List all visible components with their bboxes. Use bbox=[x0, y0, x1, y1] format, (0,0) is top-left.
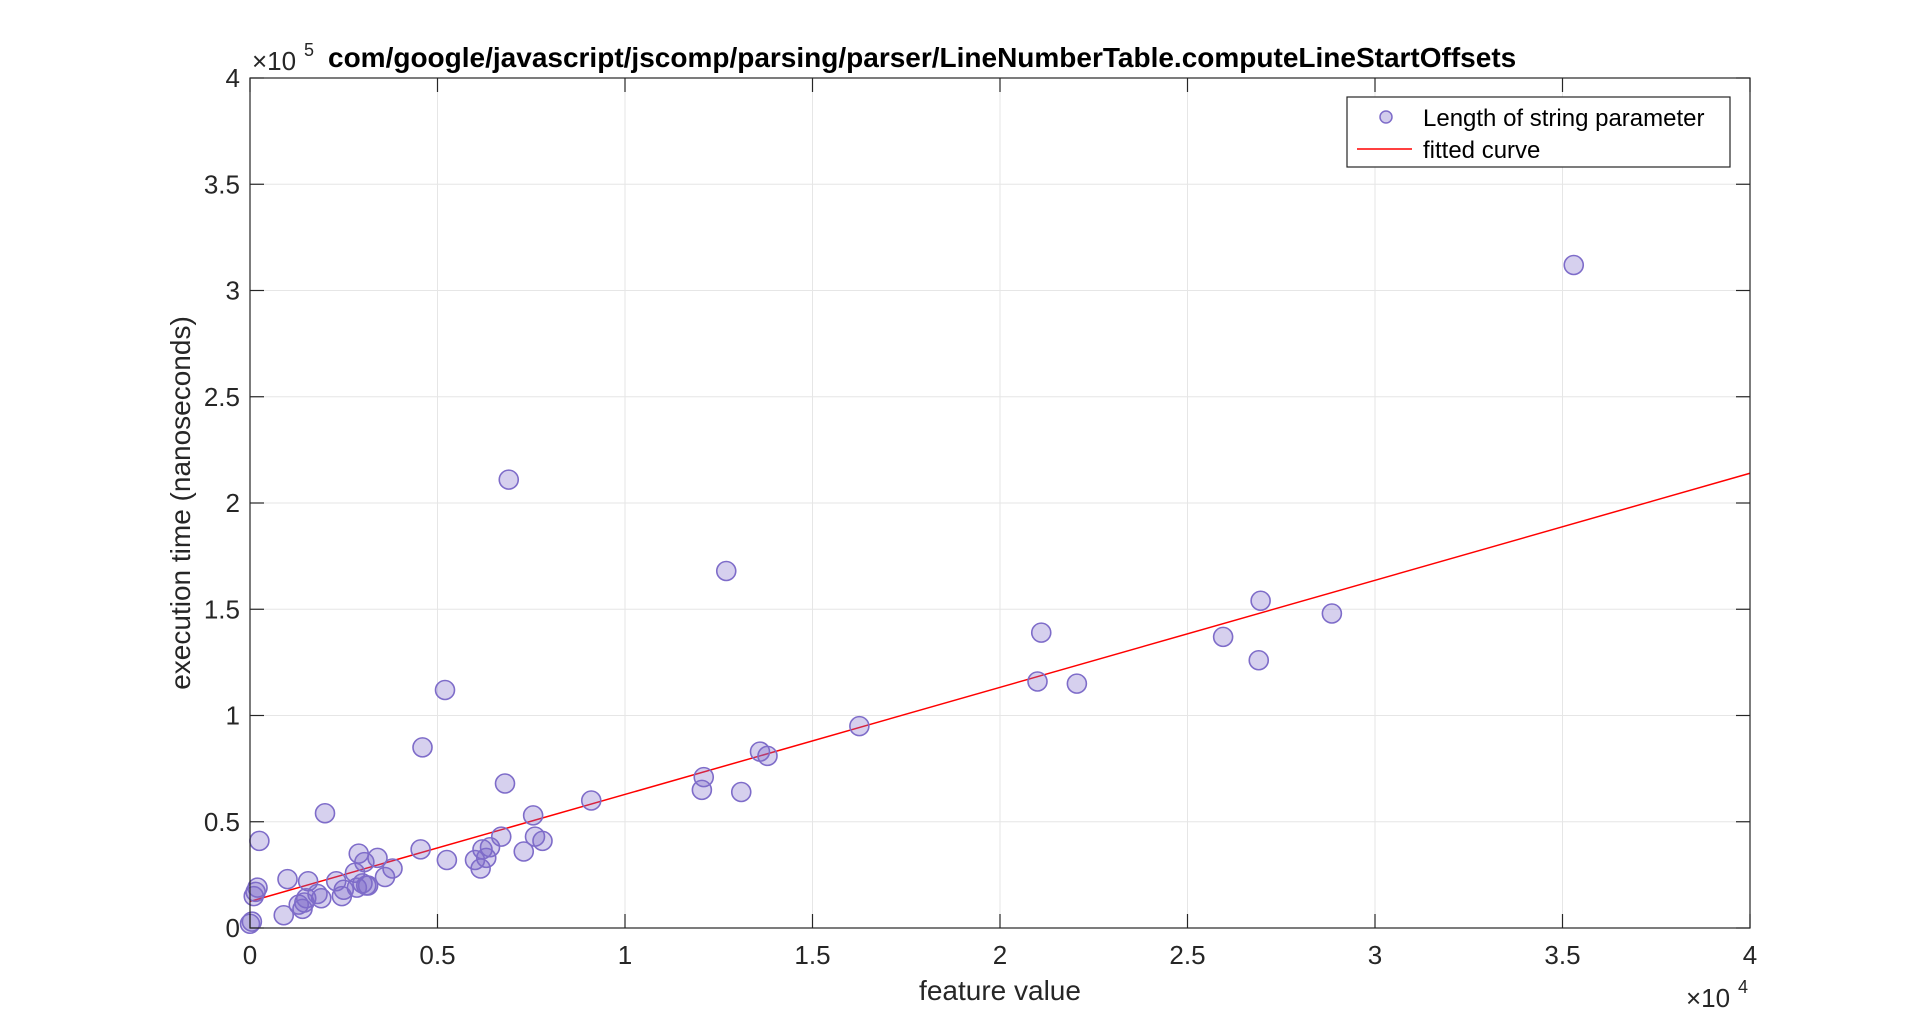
data-point bbox=[434, 679, 456, 701]
y-tick-label: 3 bbox=[226, 276, 240, 306]
y-tick-label: 2.5 bbox=[204, 382, 240, 412]
data-point bbox=[273, 904, 295, 926]
y-tick-label: 4 bbox=[226, 63, 240, 93]
grid-lines bbox=[249, 77, 1751, 929]
legend-box bbox=[1346, 96, 1731, 168]
data-point bbox=[498, 469, 520, 490]
y-tick-label: 1.5 bbox=[204, 594, 240, 624]
data-point bbox=[691, 779, 713, 801]
fitted-curve-layer bbox=[249, 472, 1751, 903]
data-point bbox=[849, 715, 870, 737]
x-tick-label: 1.5 bbox=[794, 940, 830, 970]
x-axis-ticks: 0 0.5 1 1.5 2 2.5 3 3.5 4 bbox=[243, 78, 1757, 970]
x-tick-label: 1 bbox=[618, 940, 632, 970]
data-point bbox=[715, 560, 737, 582]
y-axis-label: execution time (nanoseconds) bbox=[165, 316, 196, 690]
data-point bbox=[310, 887, 332, 909]
scatter-points bbox=[239, 254, 1585, 935]
x-tick-label: 0.5 bbox=[419, 940, 455, 970]
chart-title: com/google/javascript/jscomp/parsing/par… bbox=[328, 42, 1516, 73]
y-tick-label: 1 bbox=[226, 701, 240, 731]
x-tick-label: 2.5 bbox=[1169, 940, 1205, 970]
data-point bbox=[314, 802, 336, 824]
data-point bbox=[693, 766, 715, 788]
data-point bbox=[295, 887, 317, 909]
data-point bbox=[241, 911, 263, 932]
y-multiplier-exponent: 5 bbox=[304, 40, 314, 60]
legend-label-scatter: Length of string parameter bbox=[1423, 105, 1705, 132]
data-point bbox=[277, 868, 298, 890]
x-tick-label: 3 bbox=[1368, 940, 1382, 970]
data-point bbox=[249, 830, 270, 852]
y-multiplier: ×10 bbox=[252, 46, 296, 76]
data-point bbox=[580, 790, 602, 811]
data-point bbox=[1212, 626, 1234, 648]
data-point bbox=[1248, 649, 1270, 671]
legend-marker-scatter bbox=[1379, 110, 1393, 124]
data-point bbox=[730, 781, 752, 803]
fitted-curve-line bbox=[249, 472, 1751, 903]
x-axis-label: feature value bbox=[919, 975, 1081, 1006]
data-point bbox=[490, 826, 512, 847]
data-point bbox=[436, 849, 458, 871]
data-point bbox=[532, 830, 553, 852]
x-tick-label: 3.5 bbox=[1544, 940, 1580, 970]
data-point bbox=[1250, 590, 1271, 612]
data-point bbox=[513, 841, 535, 862]
legend: Length of string parameter fitted curve bbox=[1346, 96, 1731, 168]
data-point bbox=[1030, 622, 1052, 643]
data-point bbox=[412, 737, 433, 758]
data-point bbox=[247, 877, 268, 898]
data-point bbox=[475, 847, 497, 869]
y-tick-label: 0.5 bbox=[204, 807, 240, 837]
data-point bbox=[757, 745, 778, 767]
data-point bbox=[522, 805, 544, 826]
y-axis-ticks: 0 0.5 1 1.5 2 2.5 3 3.5 4 bbox=[204, 63, 1750, 943]
x-tick-label: 2 bbox=[993, 940, 1007, 970]
x-tick-label: 0 bbox=[243, 940, 257, 970]
data-point bbox=[1066, 673, 1088, 694]
data-point bbox=[382, 858, 403, 879]
data-point bbox=[1027, 671, 1048, 692]
data-point bbox=[494, 773, 516, 794]
data-point bbox=[367, 847, 388, 869]
data-point bbox=[410, 839, 431, 860]
y-tick-label: 0 bbox=[226, 913, 240, 943]
data-point bbox=[354, 851, 375, 873]
data-point bbox=[1321, 603, 1343, 624]
data-point bbox=[1563, 254, 1585, 276]
x-multiplier: ×10 bbox=[1686, 983, 1730, 1013]
y-tick-label: 3.5 bbox=[204, 169, 240, 199]
data-point bbox=[357, 875, 379, 896]
y-tick-label: 2 bbox=[226, 488, 240, 518]
legend-label-line: fitted curve bbox=[1423, 137, 1540, 164]
x-tick-label: 4 bbox=[1743, 940, 1757, 970]
x-multiplier-exponent: 4 bbox=[1738, 977, 1748, 997]
